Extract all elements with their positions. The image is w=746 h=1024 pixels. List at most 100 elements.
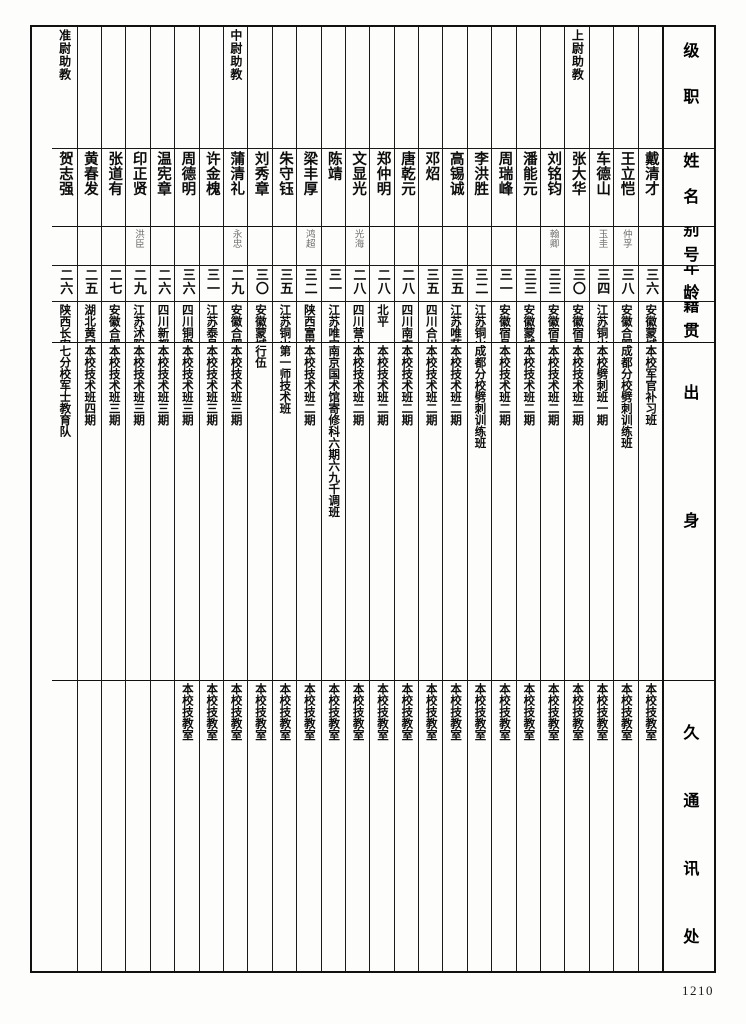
cell-alias	[492, 227, 516, 266]
row-header-name: 姓名	[664, 149, 714, 227]
cell-name-text: 印正贤	[130, 151, 147, 196]
cell-native: 江苏唯萨山	[443, 302, 467, 343]
cell-age: 二九	[126, 266, 150, 302]
cell-rank	[443, 27, 467, 149]
cell-rank	[126, 27, 150, 149]
cell-age: 三八	[614, 266, 638, 302]
cell-age-text: 三一	[325, 268, 341, 295]
cell-origin: 本校技术班二期	[565, 343, 589, 681]
cell-origin: 本校技术班二期	[370, 343, 394, 681]
row-header-address: 永久通讯处	[664, 681, 714, 971]
cell-alias	[102, 227, 126, 266]
cell-name-text: 张大华	[569, 151, 586, 196]
cell-addr	[78, 681, 101, 971]
cell-addr: 本校技教室	[492, 681, 515, 971]
cell-age: 二八	[394, 266, 419, 302]
cell-origin-text: 本校技术班四期	[83, 345, 98, 426]
cell-rank	[638, 27, 662, 149]
cell-addr-text: 本校技教室	[571, 683, 586, 741]
cell-addr	[52, 681, 76, 971]
cell-alias	[638, 227, 662, 266]
cell-native-text: 安徽蒙城	[522, 304, 537, 343]
cell-age: 三〇	[565, 266, 589, 302]
cell-native: 陕西富平	[297, 302, 321, 343]
cell-rank	[199, 27, 223, 149]
record-column: 许金槐 三一 江苏泰县 本校技术班三期 本校技教室	[198, 27, 223, 971]
record-column: 刘秀章 三〇 安徽蒙城 行伍 本校技教室	[247, 27, 272, 971]
record-column: 上尉助教 张大华 三〇 安徽宿县 本校技术班二期 本校技教室	[564, 27, 589, 971]
cell-age: 三一	[199, 266, 223, 302]
cell-name: 陈靖	[321, 149, 345, 227]
cell-age-text: 三〇	[252, 268, 268, 295]
cell-addr-text: 本校技教室	[497, 683, 512, 741]
record-column: 高锡诚 三五 江苏唯萨山 本校技术班二期 本校技教室	[442, 27, 467, 971]
cell-rank: 准尉助教	[52, 27, 77, 149]
cell-origin: 七分校军士教育队	[52, 343, 77, 681]
record-column: 中尉助教 蒲清礼 永忠 二九 安徽合肥 本校技术班三期 本校技教室	[222, 27, 248, 971]
row-header-age-label: 年龄	[680, 266, 700, 302]
cell-alias	[467, 227, 492, 266]
cell-name-text: 陈靖	[325, 151, 342, 181]
cell-addr-text: 本校技教室	[522, 683, 537, 741]
cell-name-text: 李洪胜	[472, 151, 489, 196]
cell-name-text: 文显光	[350, 151, 367, 196]
record-column: 陈靖 三一 江苏唯宁 南京国术馆寄修科六期六九千调班 本校技教室	[320, 27, 345, 971]
cell-origin-text: 本校劈刺班一期	[595, 345, 610, 426]
cell-alias	[52, 227, 77, 266]
row-header-rank: 级职	[664, 27, 714, 149]
cell-age: 三三	[541, 266, 565, 302]
cell-native: 安徽宿县	[492, 302, 516, 343]
cell-age: 三四	[589, 266, 614, 302]
cell-addr-text: 本校技教室	[229, 683, 244, 741]
cell-native-text: 安徽宿县	[546, 304, 561, 343]
cell-name: 刘秀章	[248, 149, 272, 227]
row-header-native-label: 籍贯	[680, 302, 700, 343]
cell-alias-text: 玉圭	[596, 229, 608, 248]
cell-addr: 本校技教室	[175, 681, 198, 971]
cell-origin-text: 本校技术班二期	[546, 345, 561, 426]
cell-age-text: 三八	[618, 268, 634, 295]
cell-name: 王立恺	[614, 149, 638, 227]
cell-name: 文显光	[345, 149, 370, 227]
cell-native: 安徽蒙城	[248, 302, 272, 343]
cell-native-text: 江苏唯萨山	[449, 304, 464, 343]
cell-age: 三六	[638, 266, 662, 302]
cell-origin-text: 本校技术班二期	[571, 345, 586, 426]
cell-native: 安徽合肥	[614, 302, 638, 343]
cell-rank	[419, 27, 443, 149]
cell-name: 温宪章	[150, 149, 175, 227]
cell-name: 唐乾元	[394, 149, 419, 227]
cell-addr: 本校技教室	[468, 681, 491, 971]
cell-age: 二六	[52, 266, 77, 302]
record-column: 温宪章 二六 四川新都 本校技术班三期	[149, 27, 175, 971]
cell-origin: 本校技术班三期	[102, 343, 126, 681]
cell-name: 周瑞峰	[492, 149, 516, 227]
cell-native-text: 江苏沭阳	[132, 304, 147, 343]
cell-rank	[614, 27, 638, 149]
cell-rank	[77, 27, 102, 149]
cell-addr-text: 本校技教室	[473, 683, 488, 741]
row-header-name-label: 姓名	[680, 151, 700, 224]
cell-native: 安徽蒙城	[638, 302, 662, 343]
cell-addr: 本校技教室	[224, 681, 247, 971]
cell-age-text: 二五	[82, 268, 98, 295]
cell-native: 江苏泰县	[199, 302, 223, 343]
cell-addr: 本校技教室	[273, 681, 296, 971]
cell-native: 安徽宿县	[565, 302, 589, 343]
cell-addr-text: 本校技教室	[424, 683, 439, 741]
cell-native-text: 陕西长安	[58, 304, 73, 343]
cell-name-text: 高锡诚	[447, 151, 464, 196]
cell-age: 三〇	[248, 266, 272, 302]
cell-name-text: 蒲清礼	[228, 151, 245, 196]
cell-name: 车德山	[589, 149, 614, 227]
cell-alias: 洪臣	[126, 227, 150, 266]
cell-native: 北平	[370, 302, 394, 343]
cell-name-text: 邓炤	[423, 151, 440, 181]
cell-native-text: 湖北黄冈	[83, 304, 98, 343]
cell-origin: 本校技术班二期	[419, 343, 443, 681]
cell-age-text: 三六	[179, 268, 195, 295]
cell-alias: 永忠	[223, 227, 248, 266]
record-column: 准尉助教 贺志强 二六 陕西长安 七分校军士教育队	[52, 27, 77, 971]
cell-addr: 本校技教室	[248, 681, 271, 971]
record-column: 车德山 玉圭 三四 江苏铜山 本校劈刺班一期 本校技教室	[588, 27, 614, 971]
